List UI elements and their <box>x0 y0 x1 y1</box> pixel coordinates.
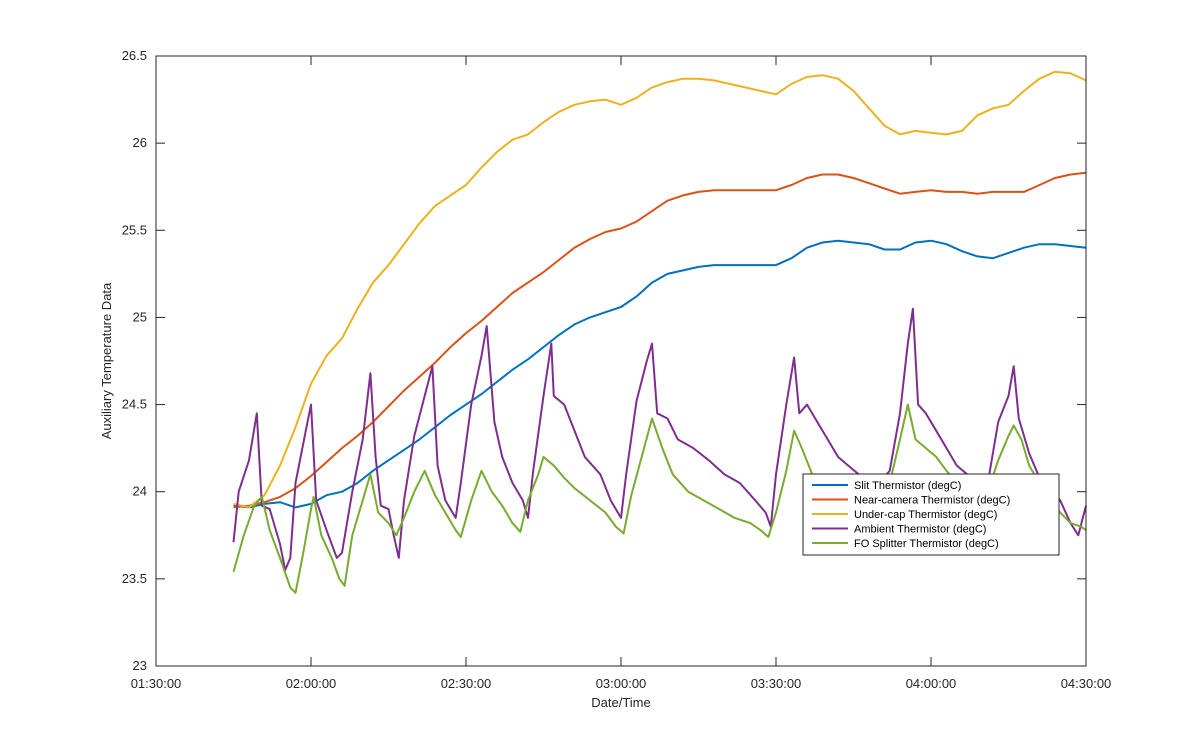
legend-label-3: Ambient Thermistor (degC) <box>854 524 986 536</box>
plot-area <box>156 56 1086 666</box>
x-tick-label: 03:00:00 <box>596 676 647 691</box>
x-tick-label: 04:30:00 <box>1061 676 1112 691</box>
series-line-1 <box>233 171 1087 509</box>
x-tick-label: 03:30:00 <box>751 676 802 691</box>
x-tick-label: 01:30:00 <box>131 676 182 691</box>
y-tick-label: 24.5 <box>122 397 147 412</box>
y-tick-label: 25 <box>133 309 147 324</box>
x-tick-labels: 01:30:00 02:00:00 02:30:00 03:00:00 03:30:00… <box>131 676 1112 691</box>
series-line-2 <box>233 70 1087 509</box>
legend-label-4: FO Splitter Thermistor (degC) <box>854 538 999 550</box>
y-tick-labels: 23 23.5 24 24.5 25 25.5 26 26.5 <box>122 48 147 673</box>
legend: Slit Thermistor (degC) Near-camera Thermi… <box>802 473 1060 556</box>
y-tick-label: 23 <box>133 658 147 673</box>
legend-label-1: Near-camera Thermistor (degC) <box>854 495 1010 507</box>
y-tick-label: 25.5 <box>122 222 147 237</box>
x-axis-label: Date/Time <box>591 695 650 710</box>
legend-label-0: Slit Thermistor (degC) <box>854 480 961 492</box>
legend-label-2: Under-cap Thermistor (degC) <box>854 509 997 521</box>
y-tick-label: 23.5 <box>122 571 147 586</box>
x-tick-label: 02:00:00 <box>286 676 337 691</box>
y-tick-label: 24 <box>133 484 147 499</box>
y-tick-label: 26 <box>133 135 147 150</box>
ticks-group <box>155 55 1087 667</box>
x-tick-label: 04:00:00 <box>906 676 957 691</box>
x-tick-label: 02:30:00 <box>441 676 492 691</box>
series-group <box>232 70 1087 594</box>
y-tick-label: 26.5 <box>122 48 147 63</box>
series-line-3 <box>232 307 1087 572</box>
y-axis-label: Auxiliary Temperature Data <box>99 282 114 439</box>
series-line-0 <box>233 239 1087 509</box>
